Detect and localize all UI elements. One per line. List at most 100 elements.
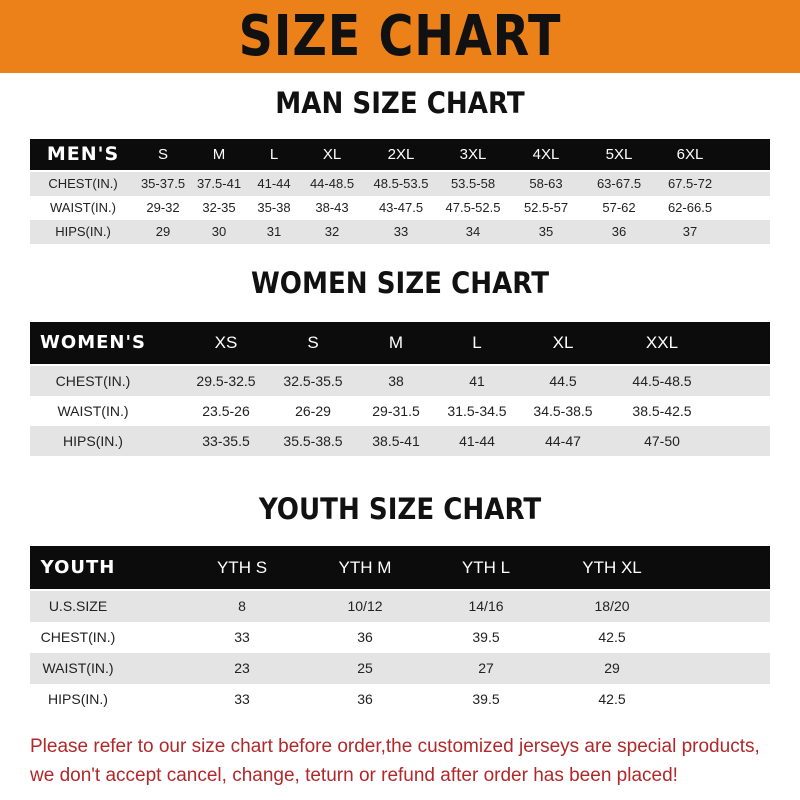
table-cell: 31 bbox=[266, 224, 282, 239]
table-cell: 44-47 bbox=[545, 433, 581, 449]
notice-line: we don't accept cancel, change, teturn o… bbox=[30, 765, 678, 786]
size-header: YTH XL bbox=[582, 558, 642, 577]
page-title: SIZE CHART bbox=[238, 4, 562, 69]
size-chart-banner: SIZE CHART bbox=[0, 0, 800, 73]
table-cell: 33 bbox=[393, 224, 409, 239]
table-cell: 39.5 bbox=[472, 629, 500, 645]
table-cell: 52.5-57 bbox=[523, 200, 569, 215]
size-header: YTH M bbox=[338, 558, 392, 577]
table-cell: 29.5-32.5 bbox=[196, 373, 256, 389]
table-cell: 36 bbox=[611, 224, 627, 239]
youth-size-table: YOUTH YTH S YTH M YTH L YTH XL U.S.SIZE 8 10/12… bbox=[30, 546, 770, 715]
size-header: S bbox=[157, 146, 169, 163]
table-cell: 30 bbox=[211, 224, 227, 239]
table-cell: 47-50 bbox=[644, 433, 680, 449]
table-cell: 38.5-41 bbox=[372, 433, 420, 449]
table-cell: 27 bbox=[478, 660, 494, 676]
table-cell: 58-63 bbox=[529, 176, 563, 191]
size-header: 6XL bbox=[676, 146, 704, 163]
men-size-table: MEN'S S M L XL 2XL 3XL 4XL 5XL 6XL CHEST(IN.) 35-37… bbox=[30, 139, 770, 244]
table-cell: 35-38 bbox=[257, 200, 291, 215]
table-cell: 53.5-58 bbox=[450, 176, 496, 191]
table-cell: 18/20 bbox=[594, 598, 630, 614]
table-cell: 38 bbox=[388, 373, 404, 389]
table-row: U.S.SIZE 8 10/12 14/16 18/20 bbox=[30, 591, 770, 622]
table-cell: 39.5 bbox=[472, 691, 500, 707]
table-header-row: YOUTH YTH S YTH M YTH L YTH XL bbox=[30, 546, 770, 589]
size-header: L bbox=[472, 333, 482, 352]
size-header: XL bbox=[322, 146, 342, 163]
table-cell: 42.5 bbox=[598, 629, 626, 645]
size-header: XS bbox=[214, 333, 238, 352]
row-label: WAIST(IN.) bbox=[57, 403, 129, 419]
table-row: WAIST(IN.) 29-32 32-35 35-38 38-43 43-47.5 47.… bbox=[30, 196, 770, 220]
table-cell: 33 bbox=[234, 691, 250, 707]
women-size-table: WOMEN'S XS S M L XL XXL CHEST(IN.) 29.5-32.5 32.5… bbox=[30, 322, 770, 456]
table-cell: 57-62 bbox=[602, 200, 636, 215]
row-label: CHEST(IN.) bbox=[48, 176, 118, 191]
table-cell: 29-31.5 bbox=[372, 403, 420, 419]
table-cell: 8 bbox=[238, 598, 246, 614]
table-cell: 44-48.5 bbox=[309, 176, 355, 191]
table-row: HIPS(IN.) 33 36 39.5 42.5 bbox=[30, 684, 770, 715]
table-cell: 10/12 bbox=[347, 598, 383, 614]
table-row: CHEST(IN.) 33 36 39.5 42.5 bbox=[30, 622, 770, 653]
table-cell: 37 bbox=[682, 224, 698, 239]
table-title-cell: WOMEN'S bbox=[40, 332, 146, 353]
size-header: YTH L bbox=[461, 558, 511, 577]
table-cell: 35 bbox=[538, 224, 554, 239]
table-cell: 44.5-48.5 bbox=[632, 373, 692, 389]
table-row: CHEST(IN.) 29.5-32.5 32.5-35.5 38 41 44.5 44.5… bbox=[30, 366, 770, 396]
table-cell: 32.5-35.5 bbox=[283, 373, 343, 389]
youth-section-title: YOUTH SIZE CHART bbox=[258, 492, 542, 526]
table-cell: 41 bbox=[469, 373, 485, 389]
table-cell: 33-35.5 bbox=[202, 433, 250, 449]
size-header: 4XL bbox=[532, 146, 560, 163]
table-cell: 63-67.5 bbox=[596, 176, 642, 191]
table-cell: 23.5-26 bbox=[202, 403, 250, 419]
table-header-row: WOMEN'S XS S M L XL XXL bbox=[30, 322, 770, 364]
table-row: WAIST(IN.) 23 25 27 29 bbox=[30, 653, 770, 684]
men-section-title: MAN SIZE CHART bbox=[275, 86, 525, 120]
table-cell: 62-66.5 bbox=[667, 200, 713, 215]
table-cell: 67.5-72 bbox=[667, 176, 713, 191]
table-cell: 35.5-38.5 bbox=[283, 433, 343, 449]
table-cell: 29 bbox=[155, 224, 171, 239]
table-cell: 26-29 bbox=[295, 403, 331, 419]
row-label: CHEST(IN.) bbox=[40, 629, 116, 645]
size-header: 5XL bbox=[605, 146, 633, 163]
row-label: CHEST(IN.) bbox=[55, 373, 131, 389]
table-cell: 25 bbox=[357, 660, 373, 676]
table-cell: 44.5 bbox=[549, 373, 577, 389]
table-cell: 47.5-52.5 bbox=[445, 200, 501, 215]
table-cell: 34.5-38.5 bbox=[533, 403, 593, 419]
size-header: 3XL bbox=[459, 146, 487, 163]
notice-line: Please refer to our size chart before or… bbox=[30, 736, 760, 757]
table-cell: 23 bbox=[234, 660, 250, 676]
row-label: HIPS(IN.) bbox=[63, 433, 123, 449]
table-cell: 43-47.5 bbox=[378, 200, 424, 215]
size-header: XXL bbox=[645, 333, 679, 352]
table-row: CHEST(IN.) 35-37.5 37.5-41 41-44 44-48.5 48.5… bbox=[30, 172, 770, 196]
size-header: M bbox=[388, 333, 404, 352]
table-cell: 31.5-34.5 bbox=[447, 403, 507, 419]
size-header: XL bbox=[552, 333, 574, 352]
size-header: L bbox=[269, 146, 279, 163]
size-header: 2XL bbox=[387, 146, 415, 163]
table-row: WAIST(IN.) 23.5-26 26-29 29-31.5 31.5-34.5 34… bbox=[30, 396, 770, 426]
table-cell: 29-32 bbox=[146, 200, 180, 215]
table-cell: 14/16 bbox=[468, 598, 504, 614]
table-cell: 36 bbox=[357, 691, 373, 707]
row-label: WAIST(IN.) bbox=[42, 660, 114, 676]
table-cell: 32-35 bbox=[202, 200, 236, 215]
table-row: HIPS(IN.) 29 30 31 32 33 34 35 36 37 bbox=[30, 220, 770, 244]
table-cell: 36 bbox=[357, 629, 373, 645]
size-header: M bbox=[212, 146, 226, 163]
table-row: HIPS(IN.) 33-35.5 35.5-38.5 38.5-41 41-44 44-… bbox=[30, 426, 770, 456]
table-title-cell: YOUTH bbox=[40, 557, 116, 578]
table-cell: 38.5-42.5 bbox=[632, 403, 692, 419]
size-header: YTH S bbox=[216, 558, 268, 577]
table-cell: 33 bbox=[234, 629, 250, 645]
table-cell: 48.5-53.5 bbox=[373, 176, 429, 191]
row-label: U.S.SIZE bbox=[48, 598, 108, 614]
